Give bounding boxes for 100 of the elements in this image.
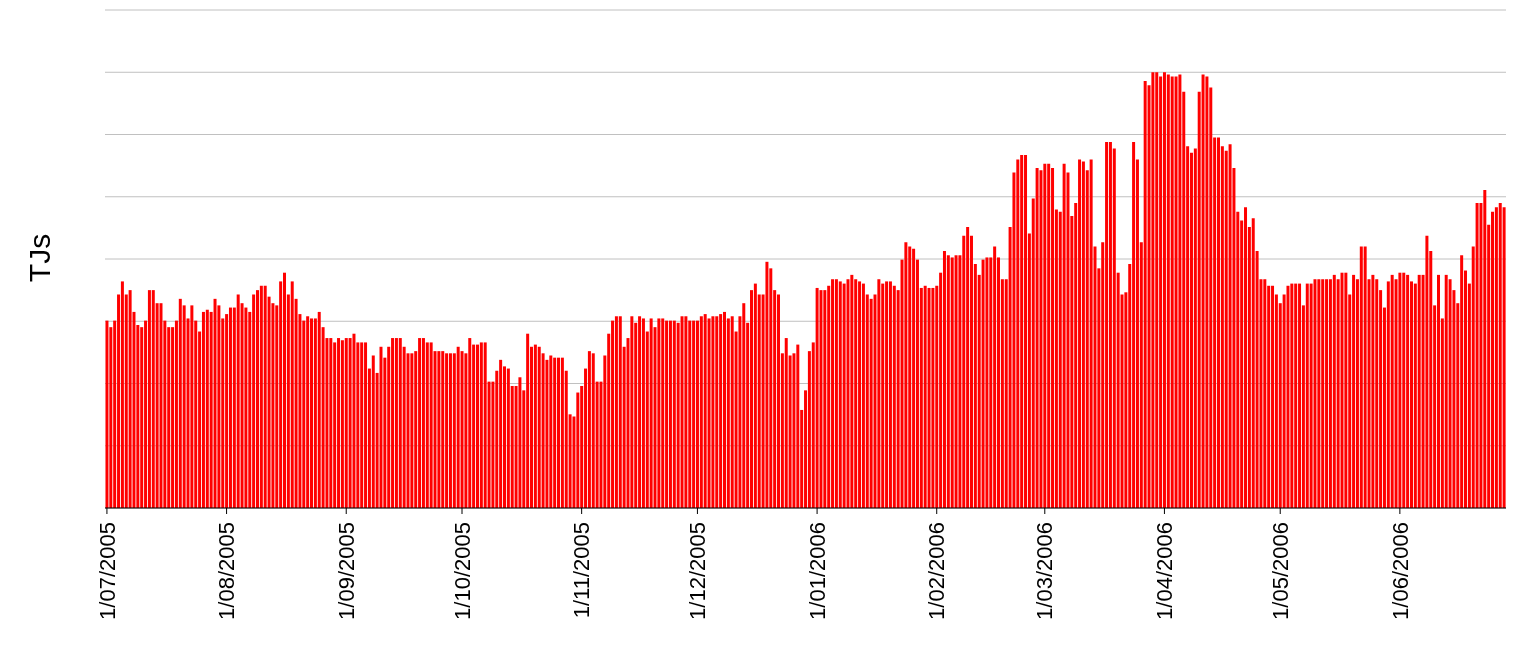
bar (441, 351, 445, 508)
bar (699, 316, 703, 508)
bar (692, 320, 696, 508)
bar (931, 287, 935, 508)
bar (1491, 211, 1495, 508)
bar (468, 338, 472, 508)
bar (904, 242, 908, 508)
bar (128, 290, 132, 508)
bar (611, 320, 615, 508)
bar (954, 255, 958, 508)
bar (151, 290, 155, 508)
bar (711, 316, 715, 508)
y-axis-title: TJs (23, 233, 57, 283)
bar (1081, 161, 1085, 508)
bar (672, 320, 676, 508)
bar (1143, 80, 1147, 508)
bar (730, 316, 734, 508)
x-tick-label: 1/05/2006 (1267, 522, 1293, 620)
bar (1159, 76, 1163, 508)
bar (985, 257, 989, 508)
bar (707, 318, 711, 508)
bar (1375, 279, 1379, 508)
bar (1170, 76, 1174, 508)
bar (410, 353, 414, 508)
bar (437, 351, 441, 508)
bar (838, 281, 842, 508)
bar (518, 377, 522, 508)
bar (252, 294, 256, 508)
bar (715, 316, 719, 508)
bar (587, 351, 591, 508)
bar (499, 359, 503, 508)
bar (1425, 235, 1429, 508)
bar (344, 338, 348, 508)
bar (147, 290, 151, 508)
bar (1444, 274, 1448, 508)
bar (228, 307, 232, 508)
bar (348, 338, 352, 508)
bar (630, 316, 634, 508)
bar (483, 342, 487, 508)
bar (665, 320, 669, 508)
bar (379, 346, 383, 508)
bar (942, 250, 946, 508)
bar (796, 344, 800, 508)
bar (1390, 274, 1394, 508)
bar (310, 318, 314, 508)
bar (684, 316, 688, 508)
bar (1016, 159, 1020, 508)
x-tick-label: 1/11/2005 (569, 522, 595, 619)
bar (1436, 274, 1440, 508)
bar (1286, 285, 1290, 508)
bar (1051, 168, 1055, 508)
bar (657, 318, 661, 508)
bar (418, 338, 422, 508)
bar (159, 303, 163, 508)
bar (695, 320, 699, 508)
bar (641, 318, 645, 508)
bar (908, 246, 912, 508)
bar (340, 340, 344, 508)
bar (1340, 272, 1344, 508)
bar (719, 314, 723, 508)
bar (448, 353, 452, 508)
bar (306, 316, 310, 508)
bar (1035, 168, 1039, 508)
bar (1251, 218, 1255, 508)
bar (831, 279, 835, 508)
x-tick-label: 1/12/2005 (685, 522, 711, 620)
bar (360, 342, 364, 508)
bar (120, 281, 124, 508)
bar (1020, 155, 1024, 508)
x-tick-label: 1/08/2005 (214, 522, 240, 620)
bar (1162, 72, 1166, 508)
bar (263, 285, 267, 508)
bar (892, 285, 896, 508)
bar (1494, 207, 1498, 508)
bar (394, 338, 398, 508)
bar (1406, 274, 1410, 508)
bar (190, 305, 194, 508)
x-tick-label: 1/03/2006 (1032, 522, 1058, 620)
bar (946, 255, 950, 508)
bar (1205, 76, 1209, 508)
bar (317, 311, 321, 508)
bar (1402, 272, 1406, 508)
bar (1108, 141, 1112, 508)
bar (1043, 163, 1047, 508)
bar (834, 279, 838, 508)
bar (950, 257, 954, 508)
x-tick-label: 1/07/2005 (94, 522, 120, 620)
bar (557, 357, 561, 508)
bar (259, 285, 263, 508)
bar (614, 316, 618, 508)
bar (923, 285, 927, 508)
bar (1024, 155, 1028, 508)
bar (391, 338, 395, 508)
bar (364, 342, 368, 508)
bar (329, 338, 333, 508)
bar (1363, 246, 1367, 508)
bar (506, 368, 510, 508)
bar (398, 338, 402, 508)
x-tick-label: 1/06/2006 (1387, 522, 1413, 620)
bar (333, 342, 337, 508)
